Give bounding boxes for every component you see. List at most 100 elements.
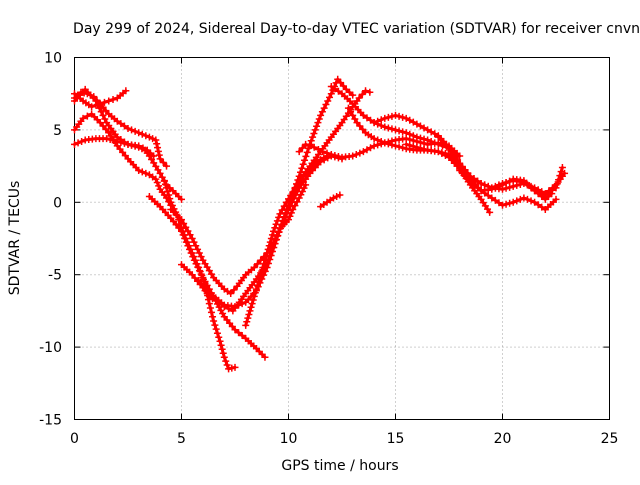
data-point-marker <box>255 278 263 286</box>
x-tick-label: 15 <box>387 431 405 447</box>
data-point-marker <box>356 149 364 157</box>
data-point-marker <box>488 185 496 193</box>
series-line <box>436 135 558 212</box>
data-point-marker <box>198 271 206 279</box>
data-point-marker <box>392 111 399 119</box>
data-point-marker <box>276 210 284 218</box>
data-point-marker <box>441 150 449 158</box>
data-point-marker <box>145 133 153 141</box>
data-point-marker <box>74 139 82 147</box>
data-point-marker <box>538 203 546 211</box>
data-point-marker <box>349 91 357 99</box>
data-point-marker <box>217 341 225 349</box>
data-point-marker <box>153 140 161 148</box>
data-point-marker <box>334 87 342 95</box>
data-point-marker <box>178 195 185 203</box>
data-point-marker <box>152 175 160 183</box>
data-point-marker <box>336 191 344 199</box>
data-point-marker <box>206 304 214 312</box>
data-point-marker <box>477 179 485 187</box>
series-track <box>434 133 560 214</box>
data-point-marker <box>218 345 226 353</box>
data-point-marker <box>257 271 265 279</box>
data-point-marker <box>261 353 269 361</box>
data-point-marker <box>552 184 560 192</box>
plot-frame <box>74 57 610 420</box>
data-series <box>71 75 569 373</box>
data-point-marker <box>163 184 171 192</box>
data-point-marker <box>413 120 421 128</box>
data-point-marker <box>231 363 239 371</box>
data-point-marker <box>317 111 325 119</box>
data-point-marker <box>395 127 403 135</box>
data-point-marker <box>259 263 267 271</box>
data-point-marker <box>159 158 167 166</box>
data-point-marker <box>399 144 407 152</box>
data-point-marker <box>488 194 496 202</box>
data-point-marker <box>424 136 432 144</box>
data-point-marker <box>557 168 565 176</box>
data-point-marker <box>253 260 261 268</box>
data-point-marker <box>128 126 136 134</box>
data-point-marker <box>427 137 435 145</box>
data-point-marker <box>179 228 187 236</box>
x-tick-label: 0 <box>70 431 79 447</box>
data-point-marker <box>359 148 367 156</box>
data-point-marker <box>388 112 396 120</box>
data-point-marker <box>506 199 514 207</box>
data-point-marker <box>267 252 275 260</box>
series-track <box>317 191 344 211</box>
data-point-marker <box>154 144 162 152</box>
data-point-marker <box>406 141 414 149</box>
data-point-marker <box>291 202 299 210</box>
data-point-marker <box>195 263 203 271</box>
data-point-marker <box>358 90 366 98</box>
data-point-marker <box>207 308 215 316</box>
data-point-marker <box>303 148 311 156</box>
data-point-marker <box>315 115 323 123</box>
data-point-marker <box>314 145 322 153</box>
data-point-marker <box>156 169 164 177</box>
data-point-marker <box>470 181 478 189</box>
series-line <box>244 89 372 327</box>
data-point-marker <box>553 180 561 188</box>
data-point-marker <box>78 137 86 145</box>
data-point-marker <box>245 311 253 319</box>
data-point-marker <box>298 164 306 172</box>
data-point-marker <box>409 132 417 140</box>
data-point-marker <box>222 357 230 365</box>
data-point-marker <box>302 181 310 189</box>
data-point-marker <box>246 307 254 315</box>
data-point-marker <box>420 145 428 153</box>
data-point-marker <box>413 133 421 141</box>
data-point-marker <box>349 152 357 160</box>
data-point-marker <box>509 198 517 206</box>
data-point-marker <box>286 212 294 220</box>
series-track <box>276 181 310 232</box>
y-tick-label: 0 <box>53 195 62 211</box>
data-point-marker <box>466 178 474 186</box>
data-point-marker <box>307 137 315 145</box>
data-point-marker <box>184 227 192 235</box>
data-point-marker <box>187 245 195 253</box>
data-point-marker <box>319 148 327 156</box>
data-point-marker <box>92 97 100 105</box>
data-point-marker <box>178 216 185 224</box>
series-track <box>71 85 185 203</box>
data-point-marker <box>135 143 143 151</box>
data-point-marker <box>235 301 243 309</box>
data-point-marker <box>384 140 392 148</box>
data-point-marker <box>334 152 342 160</box>
data-point-marker <box>363 146 371 154</box>
data-point-marker <box>326 93 334 101</box>
data-point-marker <box>154 147 162 155</box>
axis-ticks: 0 5 10 15 20 25 -15 -10 -5 0 5 10 <box>39 51 618 448</box>
data-point-marker <box>142 169 150 177</box>
data-point-marker <box>416 134 424 142</box>
data-point-marker <box>366 88 374 96</box>
y-tick-label: -10 <box>39 340 62 356</box>
x-tick-label: 20 <box>494 431 512 447</box>
data-point-marker <box>142 132 150 140</box>
data-point-marker <box>362 87 370 95</box>
data-point-marker <box>538 193 546 201</box>
